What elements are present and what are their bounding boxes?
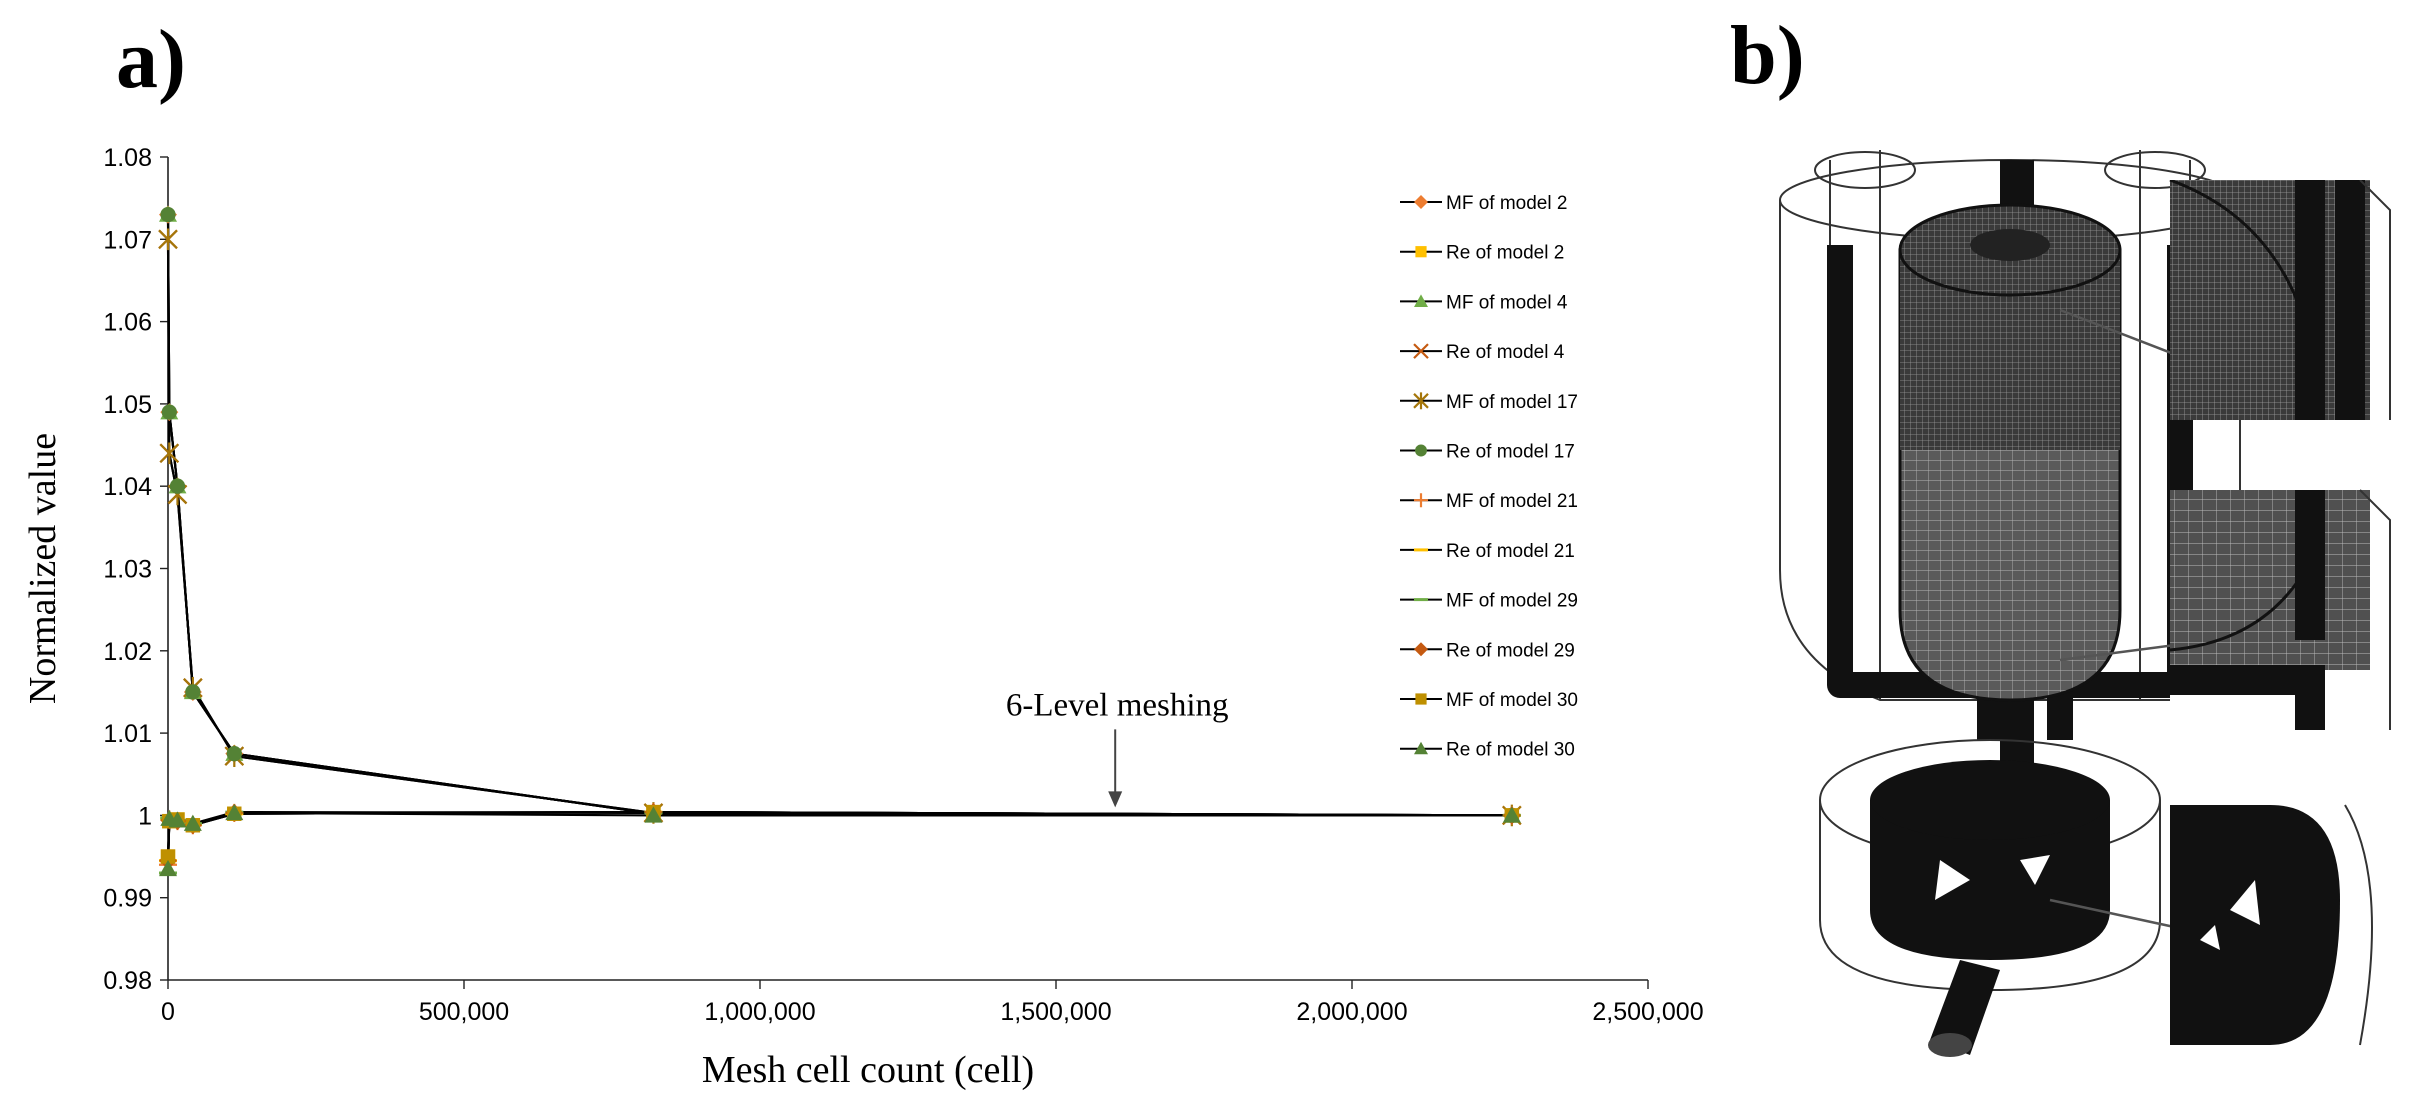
data-point [1414,195,1428,209]
data-point [1413,343,1429,359]
y-tick-label: 1.07 [103,226,152,254]
legend-label: Re of model 17 [1446,442,1575,463]
legend: MF of model 2 Re of model 2 MF of model 4 R… [1400,193,1578,761]
data-point [183,814,202,831]
zoom-inset-top [2169,180,2391,420]
data-point [1415,693,1427,705]
series-line [166,811,1512,869]
y-tick-label: 1 [138,802,152,830]
data-point [158,228,178,251]
series-line [166,811,1512,857]
annotation-arrowhead [1108,791,1123,808]
panel-b-label: b) [1730,9,1805,102]
mesh-convergence-chart: 0 500,000 1,000,000 1,500,000 2,000,000 2,500… [22,144,1704,1091]
series-line [166,214,1512,817]
series-line [166,239,1512,817]
panel-a-label: a) [116,13,186,106]
legend-label: Re of model 2 [1446,243,1564,264]
data-point [1414,493,1428,508]
y-tick-label: 1.08 [103,144,152,172]
legend-label: MF of model 29 [1446,591,1578,612]
data-point [159,859,177,877]
series-line [166,214,1512,817]
series-line [166,811,1512,865]
y-tick-label: 1.03 [103,556,152,584]
annotation: 6-Level meshing [1006,687,1229,808]
legend-label: Re of model 29 [1446,640,1575,661]
series-line [166,811,1512,861]
x-tick-label: 2,000,000 [1296,998,1407,1026]
legend-label: MF of model 17 [1446,392,1578,413]
y-tick-label: 1.02 [103,638,152,666]
zoom-inset-middle [2169,489,2391,730]
x-tick-label: 0 [161,998,175,1026]
series-line [166,239,1512,817]
series-lines [166,214,1512,874]
annotation-text: 6-Level meshing [1006,687,1229,723]
y-axis-title: Normalized value [22,433,64,704]
data-point [168,811,187,828]
data-point [185,684,201,700]
x-tick-label: 2,500,000 [1592,998,1703,1026]
series-line [166,811,1512,861]
x-tick-label: 1,000,000 [704,998,815,1026]
data-point [1414,741,1428,755]
data-point [160,849,176,864]
y-tick-label: 1.01 [103,720,152,748]
legend-label: MF of model 21 [1446,491,1578,512]
x-tick-label: 1,500,000 [1000,998,1111,1026]
data-point [1502,806,1521,823]
meshed-vessel [1898,203,2122,702]
data-point [225,803,244,821]
data-point [1414,294,1428,307]
x-tick-label: 500,000 [419,998,509,1026]
lower-chamber [1819,739,2161,1057]
series-line [166,811,1512,857]
series-line [166,214,1512,817]
y-tick-label: 0.99 [103,885,152,913]
legend-label: Re of model 21 [1446,541,1575,562]
zoom-inset-bottom [2170,804,2373,1046]
y-tick-label: 1.05 [103,391,152,419]
legend-label: Re of model 30 [1446,740,1575,761]
y-tick-label: 1.04 [103,473,152,501]
data-point [1415,444,1427,457]
data-point [159,442,180,465]
zoom-insets [2169,180,2391,1046]
data-point [160,206,176,223]
y-tick-label: 1.06 [103,309,152,337]
chart-axes: 0 500,000 1,000,000 1,500,000 2,000,000 2,500… [22,144,1704,1091]
data-point [161,404,177,420]
data-point [226,746,242,762]
data-point [1414,642,1428,657]
data-point [1413,392,1429,410]
legend-label: MF of model 2 [1446,193,1567,214]
data-point [644,806,663,823]
series-line [166,811,1512,874]
legend-label: Re of model 4 [1446,342,1565,363]
legend-label: MF of model 4 [1446,292,1568,313]
data-point [169,478,186,494]
y-tick-label: 0.98 [103,967,152,995]
series-markers [158,205,1522,877]
mesh-model-figure [1779,150,2291,1057]
x-axis-title: Mesh cell count (cell) [702,1049,1034,1091]
legend-label: MF of model 30 [1446,690,1578,711]
data-point [1415,246,1427,258]
